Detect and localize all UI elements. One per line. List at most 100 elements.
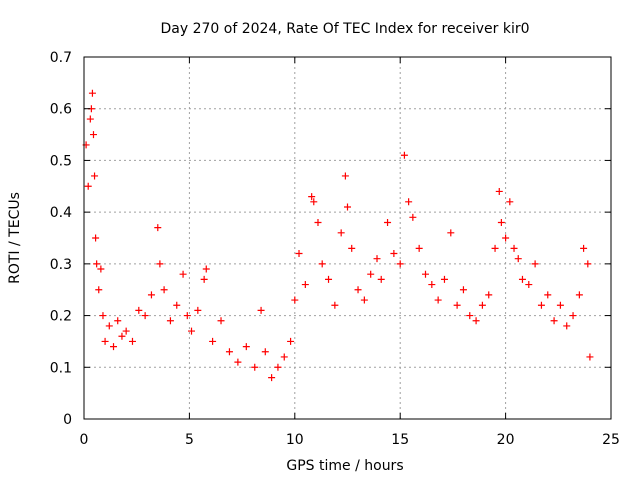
data-point <box>421 270 429 278</box>
data-point <box>89 131 97 139</box>
data-point <box>88 89 96 97</box>
data-point <box>257 306 265 314</box>
data-point <box>99 312 107 320</box>
y-tick-label: 0.3 <box>50 257 72 273</box>
data-point <box>95 286 103 294</box>
y-tick-label: 0.7 <box>50 50 72 66</box>
data-point <box>344 203 351 211</box>
data-point <box>274 363 282 371</box>
data-point <box>118 332 126 340</box>
data-point <box>584 260 592 268</box>
data-point <box>242 343 250 351</box>
data-point <box>280 353 288 361</box>
data-point <box>301 281 309 289</box>
data-point <box>396 260 404 268</box>
data-point <box>183 312 191 320</box>
data-point <box>384 218 392 226</box>
data-point <box>377 275 385 283</box>
data-point <box>367 270 375 278</box>
y-tick-label: 0.6 <box>50 102 72 118</box>
data-point <box>318 260 326 268</box>
data-point <box>86 115 94 123</box>
x-tick-label: 20 <box>497 432 515 448</box>
data-point <box>91 172 99 180</box>
data-point <box>354 286 362 294</box>
data-point <box>434 296 442 304</box>
x-tick-label: 10 <box>286 432 304 448</box>
data-point <box>128 337 136 345</box>
data-point <box>310 198 318 206</box>
data-point <box>459 286 467 294</box>
y-tick-label: 0.1 <box>50 360 72 376</box>
data-point <box>156 260 164 268</box>
data-point <box>84 182 92 190</box>
data-point <box>491 244 499 252</box>
y-axis-title: ROTI / TECUs <box>7 192 23 284</box>
data-point <box>154 224 162 232</box>
data-point <box>440 275 448 283</box>
x-tick-label: 5 <box>185 432 194 448</box>
data-point <box>428 281 436 289</box>
data-point <box>580 244 588 252</box>
data-point <box>586 353 594 361</box>
data-point <box>531 260 539 268</box>
data-point <box>405 198 413 206</box>
data-point <box>409 213 417 221</box>
data-point <box>497 218 505 226</box>
data-point <box>225 348 233 356</box>
data-point <box>295 250 303 258</box>
data-point <box>251 363 259 371</box>
data-point <box>400 151 408 159</box>
data-point <box>308 193 316 201</box>
data-point <box>110 343 118 351</box>
data-point <box>453 301 461 309</box>
data-point <box>200 275 208 283</box>
data-point <box>341 172 349 180</box>
data-point <box>569 312 577 320</box>
data-point <box>209 337 217 345</box>
y-tick-label: 0 <box>63 412 72 428</box>
data-point <box>502 234 510 242</box>
data-point <box>202 265 210 273</box>
data-point <box>575 291 583 299</box>
data-point <box>217 317 225 325</box>
x-axis-title: GPS time / hours <box>286 458 403 474</box>
data-point <box>518 275 526 283</box>
axes-layer: 0 0.1 0.2 0.3 0.4 0.5 0.6 0.7 0 5 10 15 20 25 <box>50 50 620 448</box>
data-points-layer <box>82 89 594 382</box>
data-point <box>506 198 514 206</box>
data-point <box>194 306 202 314</box>
data-point <box>390 250 398 258</box>
data-point <box>373 255 381 263</box>
data-point <box>92 234 100 242</box>
x-tick-label: 25 <box>602 432 620 448</box>
x-tick-label: 0 <box>80 432 89 448</box>
y-tick-label: 0.4 <box>50 205 72 221</box>
data-point <box>261 348 269 356</box>
data-point <box>510 244 518 252</box>
data-point <box>466 312 474 320</box>
data-point <box>114 317 122 325</box>
data-point <box>188 327 196 335</box>
data-point <box>485 291 493 299</box>
x-tick-label: 15 <box>391 432 409 448</box>
data-point <box>166 317 174 325</box>
data-point <box>234 358 242 366</box>
data-point <box>472 317 480 325</box>
data-point <box>544 291 552 299</box>
data-point <box>93 260 101 268</box>
data-point <box>478 301 486 309</box>
data-point <box>514 255 522 263</box>
data-point <box>101 337 109 345</box>
data-point <box>314 218 322 226</box>
data-point <box>291 296 299 304</box>
data-point <box>160 286 168 294</box>
data-point <box>179 270 187 278</box>
data-point <box>525 281 533 289</box>
data-point <box>173 301 181 309</box>
data-point <box>135 306 143 314</box>
data-point <box>348 244 356 252</box>
y-tick-label: 0.2 <box>50 309 72 325</box>
data-point <box>447 229 455 237</box>
